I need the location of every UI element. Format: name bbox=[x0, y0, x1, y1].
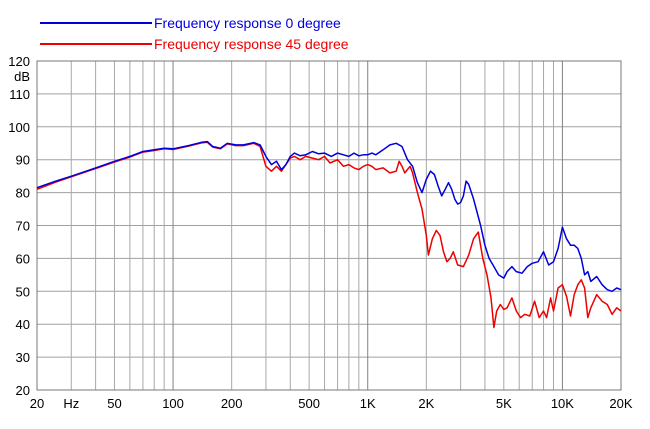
y-tick-label: 120 bbox=[8, 54, 30, 69]
x-tick-label: 20 bbox=[30, 396, 44, 411]
grid-lines bbox=[36, 60, 622, 391]
x-tick-labels: 20 50 100 200 500 1K 2K 5K 10K 20K bbox=[30, 396, 633, 411]
x-tick-label: 200 bbox=[221, 396, 243, 411]
legend-entry: Frequency response 45 degree bbox=[40, 36, 349, 52]
x-axis-unit-label: Hz bbox=[63, 396, 79, 411]
y-tick-label: 110 bbox=[9, 87, 30, 102]
x-tick-label: 1K bbox=[360, 396, 376, 411]
x-tick-label: 100 bbox=[162, 396, 184, 411]
series-line-0 bbox=[36, 140, 622, 293]
y-tick-label: 70 bbox=[16, 219, 30, 234]
y-tick-label: 20 bbox=[16, 383, 30, 398]
legend-label: Frequency response 0 degree bbox=[154, 15, 341, 31]
x-tick-label: 2K bbox=[418, 396, 434, 411]
x-tick-label: 500 bbox=[298, 396, 320, 411]
plot-frame bbox=[36, 60, 622, 391]
y-tick-label: 30 bbox=[16, 350, 30, 365]
y-tick-label: 90 bbox=[16, 153, 30, 168]
y-tick-label: 80 bbox=[16, 186, 30, 201]
legend-swatch bbox=[40, 43, 152, 45]
y-tick-label: 50 bbox=[16, 284, 30, 299]
legend-swatch bbox=[40, 22, 152, 24]
y-tick-labels: 20 30 40 50 60 70 80 90 100 110 120 bbox=[8, 54, 30, 398]
x-tick-label: 20K bbox=[609, 396, 632, 411]
legend-label: Frequency response 45 degree bbox=[154, 36, 349, 52]
x-tick-label: 10K bbox=[551, 396, 574, 411]
y-axis-label: dB bbox=[14, 69, 30, 84]
y-tick-label: 100 bbox=[8, 120, 30, 135]
legend-entry: Frequency response 0 degree bbox=[40, 15, 341, 31]
x-tick-label: 5K bbox=[496, 396, 512, 411]
series-line-1 bbox=[36, 141, 622, 329]
y-tick-label: 60 bbox=[16, 251, 30, 266]
x-tick-label: 50 bbox=[107, 396, 121, 411]
series-layer bbox=[36, 140, 622, 329]
y-tick-label: 40 bbox=[16, 317, 30, 332]
